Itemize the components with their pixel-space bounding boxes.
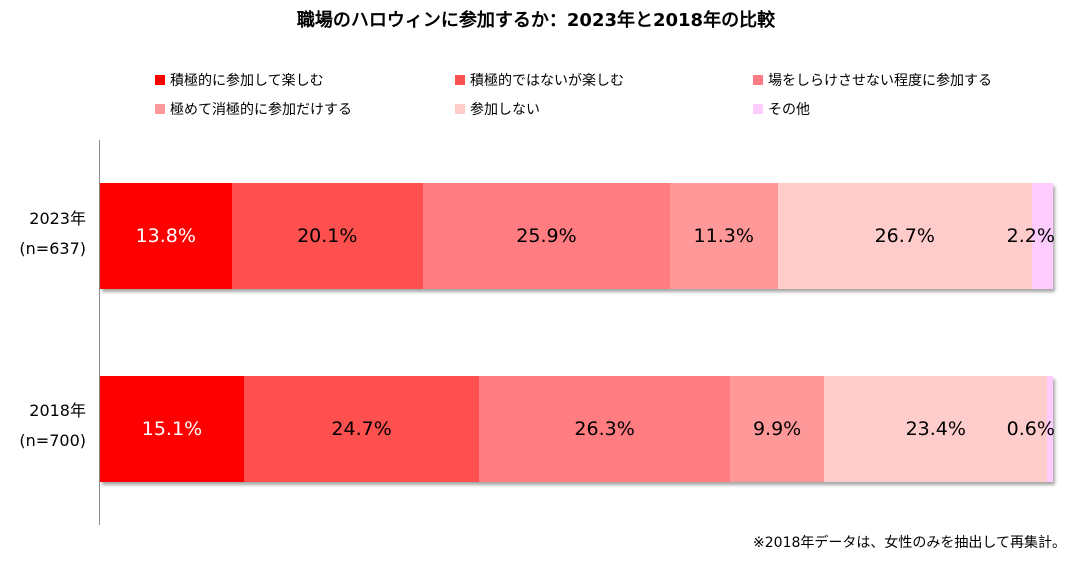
bar-segment-0-2: 25.9%	[423, 183, 670, 289]
bar-label-1-3: 9.9%	[752, 418, 802, 440]
legend-item-passively-enjoy: 積極的ではないが楽しむ	[455, 70, 624, 90]
legend-item-not-join: 参加しない	[455, 99, 540, 119]
legend-item-actively-enjoy: 積極的に参加して楽しむ	[155, 70, 324, 90]
legend-item-other: その他	[753, 99, 810, 119]
bar-row-2018: 15.1% 24.7% 26.3% 9.9% 23.4% 0.6%	[100, 376, 1055, 482]
bar-segment-0-3: 11.3%	[669, 183, 778, 289]
row-sample-2018: (n=700)	[19, 431, 86, 450]
footnote: ※2018年データは、女性のみを抽出して再集計。	[753, 535, 1066, 551]
bar-row-2023: 13.8% 20.1% 25.9% 11.3% 26.7% 2.2%	[100, 183, 1055, 289]
legend-swatch-other	[753, 104, 763, 114]
legend-item-join-to-not-spoil: 場をしらけさせない程度に参加する	[753, 70, 992, 90]
legend-swatch-actively-enjoy	[155, 75, 165, 85]
row-label-2018: 2018年 (n=700)	[0, 396, 86, 456]
legend-swatch-join-to-not-spoil	[753, 75, 763, 85]
row-sample-2023: (n=637)	[19, 239, 86, 258]
legend-label-reluctantly-join: 極めて消極的に参加だけする	[170, 102, 352, 118]
bar-label-0-4: 26.7%	[874, 225, 935, 247]
bar-segment-1-0: 15.1%	[100, 376, 244, 482]
bar-segment-1-2: 26.3%	[479, 376, 730, 482]
bar-segment-0-4: 26.7%	[777, 183, 1032, 289]
bar-segment-0-1: 20.1%	[231, 183, 424, 289]
legend-label-other: その他	[768, 102, 810, 118]
legend-item-reluctantly-join: 極めて消極的に参加だけする	[155, 99, 352, 119]
legend-label-actively-enjoy: 積極的に参加して楽しむ	[170, 73, 324, 89]
bar-label-0-2: 25.9%	[516, 225, 577, 247]
legend-swatch-passively-enjoy	[455, 75, 465, 85]
legend-label-join-to-not-spoil: 場をしらけさせない程度に参加する	[768, 73, 992, 89]
bar-label-1-1: 24.7%	[331, 418, 392, 440]
legend-swatch-reluctantly-join	[155, 104, 165, 114]
bar-label-1-0: 15.1%	[141, 418, 203, 440]
bar-segment-1-1: 24.7%	[243, 376, 480, 482]
bar-segment-0-0: 13.8%	[100, 183, 232, 289]
row-year-2018: 2018年	[29, 401, 86, 420]
row-label-2023: 2023年 (n=637)	[0, 204, 86, 264]
bar-label-0-5: 2.2%	[1006, 225, 1055, 247]
bar-label-1-4: 23.4%	[905, 418, 966, 440]
bar-label-1-2: 26.3%	[574, 418, 635, 440]
bar-label-1-5: 0.6%	[1006, 418, 1055, 440]
bar-label-0-1: 20.1%	[297, 225, 358, 247]
bar-segment-1-3: 9.9%	[729, 376, 825, 482]
legend-label-passively-enjoy: 積極的ではないが楽しむ	[470, 73, 624, 89]
row-year-2023: 2023年	[29, 209, 86, 228]
legend-label-not-join: 参加しない	[470, 102, 540, 118]
bar-label-0-0: 13.8%	[135, 225, 196, 247]
bar-segment-1-4: 23.4%	[824, 376, 1048, 482]
y-axis-line	[99, 140, 100, 525]
bar-segment-0-5: 2.2%	[1007, 183, 1055, 289]
legend-swatch-not-join	[455, 104, 465, 114]
bar-label-0-3: 11.3%	[693, 225, 754, 247]
chart-title: 職場のハロウィンに参加するか：2023年と2018年の比較	[296, 10, 776, 31]
bar-segment-1-5: 0.6%	[1007, 376, 1055, 482]
